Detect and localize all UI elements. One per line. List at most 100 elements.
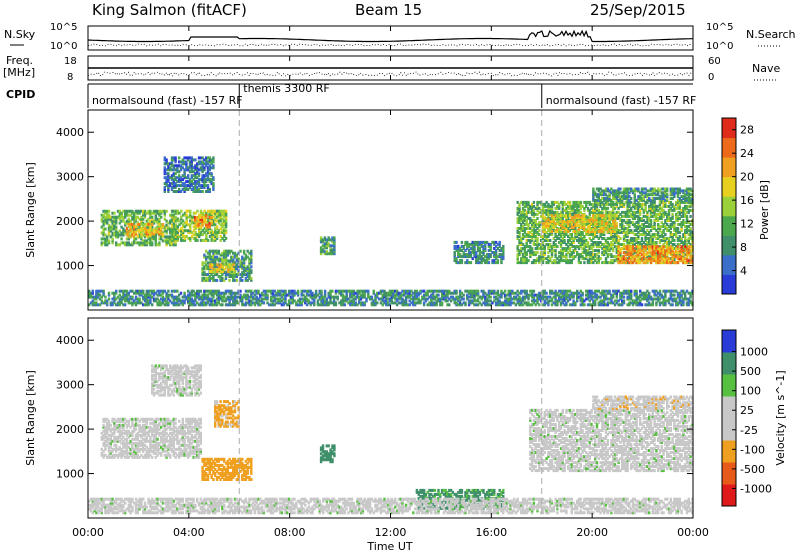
range-gate-cell-9 — [531, 247, 533, 250]
range-gate-cell-9 — [650, 219, 652, 222]
nsearch-tick-bottom: 10^0 — [706, 41, 733, 52]
range-gate-cell-9 — [533, 201, 535, 204]
range-gate-cell-12 — [619, 188, 621, 191]
range-gate-cell-8 — [470, 261, 472, 264]
range-gate-cell-9 — [536, 251, 538, 254]
range-gate-cell-6 — [212, 164, 214, 167]
range-gate-cell-4 — [250, 250, 252, 253]
freq-tick-bottom: 8 — [67, 72, 73, 83]
range-gate-cell-6 — [212, 176, 214, 179]
range-gate-cell-11 — [671, 247, 673, 250]
range-gate-cell-11 — [668, 257, 670, 260]
range-gate-cell-12 — [637, 188, 639, 191]
range-gate-cell-6 — [212, 182, 214, 185]
range-gate-cell-9 — [527, 201, 529, 204]
range-gate-cell-9 — [569, 201, 571, 204]
range-gate-cell-9 — [536, 237, 538, 240]
range-gate-cell-4 — [218, 250, 220, 253]
range-gate-cell-0 — [165, 210, 167, 213]
range-gate-cell-2 — [225, 229, 227, 232]
power-cells — [88, 110, 694, 310]
range-gate-cell-0 — [115, 226, 117, 229]
range-gate-cell-8 — [499, 241, 501, 244]
range-gate-cell-0 — [111, 237, 113, 240]
range-gate-cell-12 — [666, 193, 668, 196]
range-gate-cell-11 — [682, 249, 684, 252]
range-gate-cell-2 — [216, 225, 218, 228]
range-gate-cell-11 — [632, 245, 634, 248]
nave-tick-top: 60 — [708, 56, 721, 67]
range-gate-cell-13 — [176, 290, 178, 293]
range-gate-cell-9 — [598, 249, 600, 252]
range-gate-cell-9 — [673, 239, 675, 242]
range-gate-cell-0 — [151, 216, 153, 219]
range-gate-cell-9 — [549, 239, 551, 242]
range-gate-cell-0 — [113, 212, 115, 215]
freq-trace — [88, 68, 693, 76]
range-gate-cell-13 — [138, 298, 140, 301]
range-gate-cell-10 — [544, 216, 546, 219]
range-gate-cell-5 — [232, 263, 234, 266]
range-gate-cell-4 — [228, 279, 230, 282]
nsky-trace — [88, 31, 693, 46]
cpid-segment-label: themis 3300 RF — [243, 82, 330, 95]
range-gate-cell-10 — [551, 230, 553, 233]
range-gate-cell-1 — [162, 233, 164, 236]
range-gate-cell-1 — [151, 223, 153, 226]
cpid-segment-label: normalsound (fast) -157 RF — [92, 94, 243, 107]
range-gate-cell-13 — [167, 290, 169, 293]
range-gate-cell-2 — [171, 214, 173, 217]
range-gate-cell-4 — [236, 279, 238, 282]
range-gate-cell-4 — [243, 250, 245, 253]
range-gate-cell-9 — [689, 227, 691, 230]
range-gate-cell-9 — [538, 229, 540, 232]
range-gate-cell-11 — [682, 253, 684, 256]
nsky-tick-bottom: 10^0 — [50, 41, 77, 52]
range-gate-cell-4 — [250, 265, 252, 268]
range-gate-cell-9 — [664, 233, 666, 236]
range-gate-cell-0 — [108, 210, 110, 213]
nsearch-tick-top: 10^5 — [706, 22, 733, 33]
range-gate-cell-9 — [619, 237, 621, 240]
range-gate-cell-13 — [124, 303, 126, 306]
range-gate-cell-1 — [137, 234, 139, 237]
range-gate-cell-9 — [587, 241, 589, 244]
range-gate-cell-0 — [158, 241, 160, 244]
range-gate-cell-13 — [151, 303, 153, 306]
range-gate-cell-13 — [257, 290, 259, 293]
range-gate-cell-13 — [104, 296, 106, 299]
range-gate-cell-13 — [284, 290, 286, 293]
range-gate-cell-7 — [333, 236, 335, 239]
range-gate-cell-10 — [567, 230, 569, 233]
range-gate-cell-8 — [488, 261, 490, 264]
range-gate-cell-9 — [641, 237, 643, 240]
range-gate-cell-6 — [201, 190, 203, 193]
cpid-label: CPID — [6, 88, 35, 101]
range-gate-cell-6 — [167, 172, 169, 175]
range-gate-cell-3 — [210, 216, 212, 219]
range-gate-cell-9 — [580, 261, 582, 264]
freq-strip: Freq. [MHz] 18 8 60 0 Nave — [3, 54, 780, 83]
range-gate-cell-0 — [160, 216, 162, 219]
nsky-line — [88, 31, 693, 42]
range-gate-cell-9 — [563, 239, 565, 242]
range-gate-cell-12 — [666, 188, 668, 191]
range-gate-cell-8 — [502, 245, 504, 248]
range-gate-cell-0 — [174, 216, 176, 219]
range-gate-cell-6 — [212, 156, 214, 159]
range-gate-cell-9 — [607, 207, 609, 210]
nsky-tick-top: 10^5 — [50, 22, 77, 33]
range-gate-cell-4 — [250, 277, 252, 280]
nsky-label: N.Sky — [4, 28, 36, 41]
range-gate-cell-9 — [580, 201, 582, 204]
range-gate-cell-9 — [599, 257, 601, 260]
range-gate-cell-8 — [455, 241, 457, 244]
range-gate-cell-4 — [250, 269, 252, 272]
range-gate-cell-6 — [209, 188, 211, 191]
range-gate-cell-13 — [102, 290, 104, 293]
freq-label-2: [MHz] — [3, 66, 35, 79]
range-gate-cell-13 — [180, 292, 182, 295]
